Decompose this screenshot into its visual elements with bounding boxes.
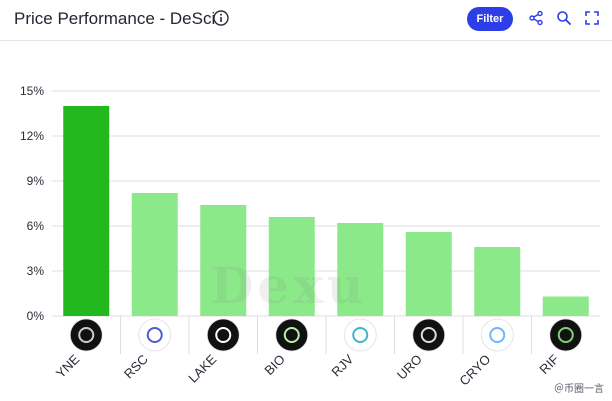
price-performance-chart: 0% 3% 6% 9% 12% 15% YNE RSC LAKE BIO RJV URO CRYO RIF… [0,41,612,401]
y-tick-label: 6% [27,219,45,233]
info-icon[interactable] [213,10,229,26]
bio-token-icon [275,318,309,352]
search-icon[interactable] [556,10,572,26]
source-credit: ＠币圈一言 [554,384,604,395]
token-icon-circle [549,318,583,352]
token-icon-glyph [78,327,95,343]
token-icon-glyph [352,327,369,343]
token-icon-glyph [489,327,506,343]
y-tick-label: 15% [20,84,44,98]
filter-button[interactable]: Filter [467,7,513,31]
bar-cryo [474,247,521,316]
y-tick-label: 12% [20,129,44,143]
rjv-token-icon [343,318,377,352]
cryo-token-icon [480,318,514,352]
x-tick-label: URO [394,352,425,383]
y-tick-label: 3% [27,264,45,278]
token-icon-glyph [420,327,437,343]
x-tick-label: RIF [536,351,561,376]
x-tick-label: CRYO [456,352,493,389]
bar-yne [63,106,110,316]
token-icon-circle [206,318,240,352]
bar-bio [268,217,315,316]
bar-lake [200,205,247,316]
x-tick-label: RJV [328,351,356,379]
yne-token-icon [69,318,103,352]
x-tick-label: BIO [261,352,287,378]
token-icon-circle [480,318,514,352]
token-icon-circle [69,318,103,352]
share-icon[interactable] [528,10,544,26]
token-icon-circle [138,318,172,352]
chart-header: Price Performance - DeSci Filter [0,0,612,41]
bar-rjv [337,223,384,316]
page-title: Price Performance - DeSci [14,9,216,28]
bar-rif [542,296,589,316]
rsc-token-icon [138,318,172,352]
token-icon-circle [412,318,446,352]
bar-chart-svg: 0% 3% 6% 9% 12% 15% YNE RSC LAKE BIO RJV URO CRYO RIF [20,84,600,389]
bar-rsc [131,193,178,316]
lake-token-icon [206,318,240,352]
bar-uro [405,232,452,316]
y-tick-label: 9% [27,174,45,188]
token-icon-glyph [283,327,300,343]
x-tick-label: YNE [53,351,83,381]
x-tick-label: LAKE [185,351,219,385]
uro-token-icon [412,318,446,352]
token-icon-glyph [146,327,163,343]
rif-token-icon [549,318,583,352]
token-icon-glyph [215,327,232,343]
token-icon-circle [343,318,377,352]
y-tick-label: 0% [27,309,45,323]
token-icon-circle [275,318,309,352]
token-icon-glyph [557,327,574,343]
expand-icon[interactable] [584,10,600,26]
x-tick-label: RSC [121,352,151,382]
